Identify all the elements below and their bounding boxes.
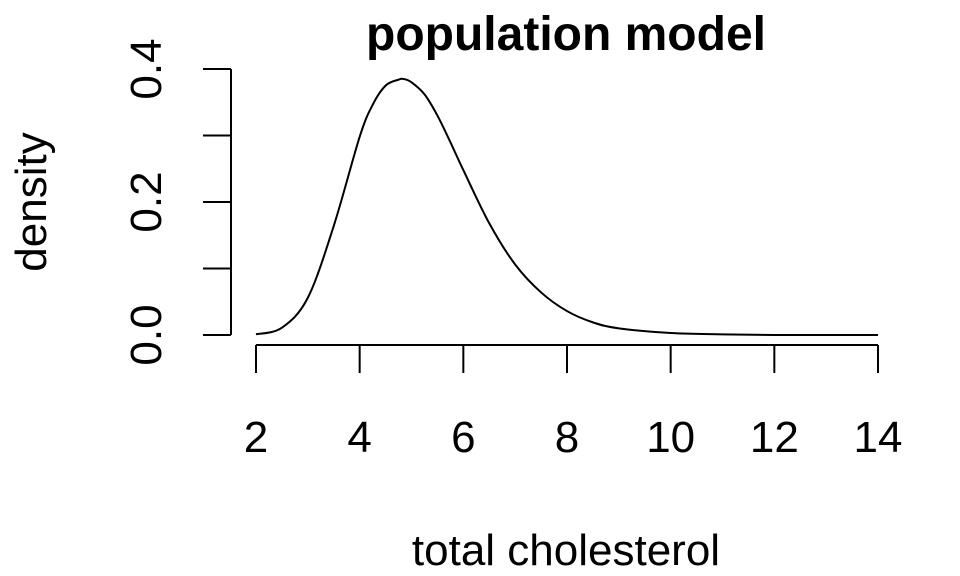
x-tick-label: 4 [347,413,371,462]
y-tick-label: 0.0 [122,304,171,365]
y-tick-label: 0.2 [122,171,171,232]
x-tick-label: 10 [646,413,695,462]
x-tick-label: 6 [451,413,475,462]
density-curve [255,77,878,337]
x-tick-label: 8 [555,413,579,462]
chart-title: population model [366,8,766,61]
y-tick-label: 0.4 [122,38,171,99]
plot-area [255,77,878,337]
x-tick-label: 14 [854,413,903,462]
x-tick-label: 12 [750,413,799,462]
axes: 2 4 6 8 10 12 14 0.0 0.2 0.4 [122,38,902,462]
x-axis-label: total cholesterol [412,526,720,575]
y-axis-label: density [7,132,56,271]
x-tick-label: 2 [244,413,268,462]
